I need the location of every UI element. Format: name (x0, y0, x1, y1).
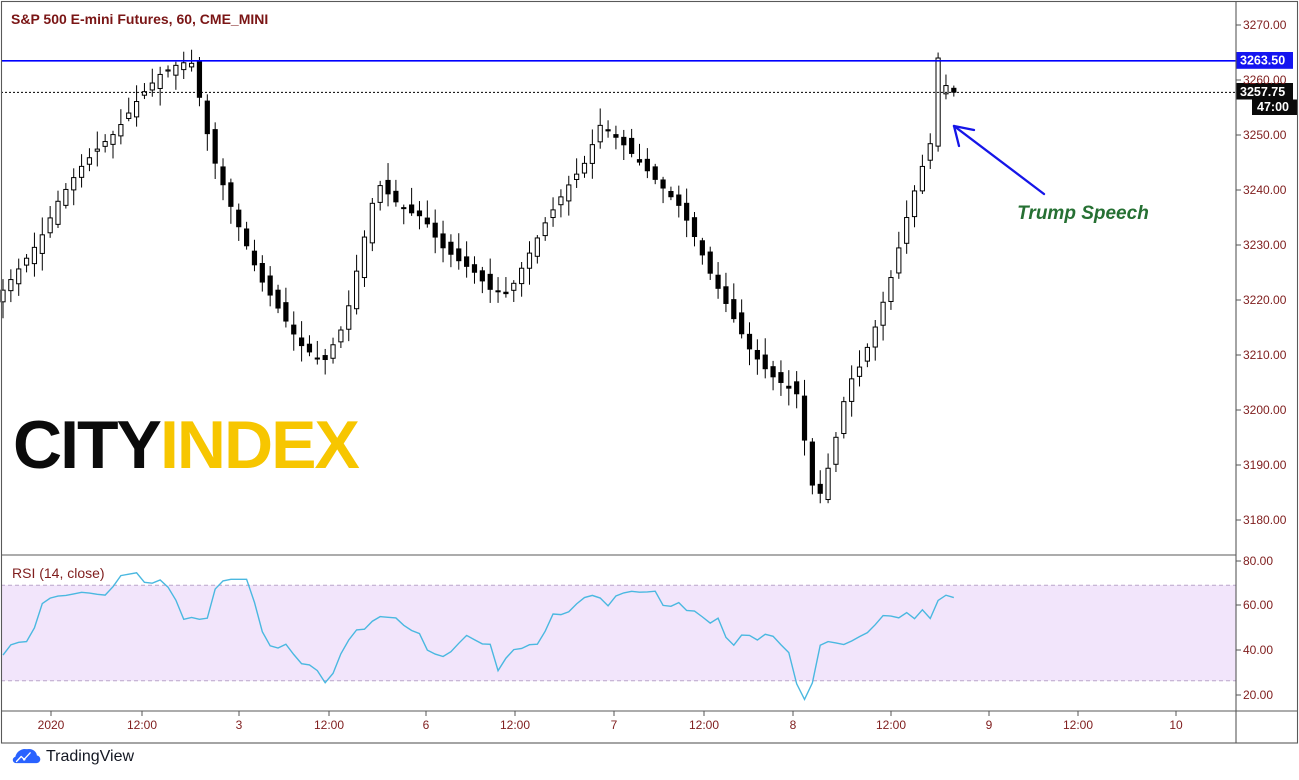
svg-text:20.00: 20.00 (1243, 688, 1273, 702)
svg-text:6: 6 (423, 718, 430, 732)
svg-text:60.00: 60.00 (1243, 598, 1273, 612)
svg-text:12:00: 12:00 (689, 718, 719, 732)
svg-text:S&P 500 E-mini Futures, 60, CM: S&P 500 E-mini Futures, 60, CME_MINI (11, 11, 268, 27)
svg-text:10: 10 (1169, 718, 1183, 732)
svg-text:7: 7 (611, 718, 618, 732)
svg-text:9: 9 (986, 718, 993, 732)
svg-text:CITY: CITY (13, 407, 162, 483)
svg-text:RSI (14, close): RSI (14, close) (12, 565, 105, 581)
svg-text:3180.00: 3180.00 (1243, 513, 1287, 527)
svg-text:TradingView: TradingView (46, 748, 134, 765)
svg-text:12:00: 12:00 (314, 718, 344, 732)
svg-text:12:00: 12:00 (127, 718, 157, 732)
svg-text:47:00: 47:00 (1257, 100, 1289, 114)
svg-text:3263.50: 3263.50 (1240, 53, 1285, 67)
svg-text:3220.00: 3220.00 (1243, 293, 1287, 307)
svg-text:3210.00: 3210.00 (1243, 348, 1287, 362)
svg-text:3270.00: 3270.00 (1243, 18, 1287, 32)
svg-text:12:00: 12:00 (500, 718, 530, 732)
svg-text:80.00: 80.00 (1243, 554, 1273, 568)
svg-text:12:00: 12:00 (876, 718, 906, 732)
svg-text:3250.00: 3250.00 (1243, 128, 1287, 142)
svg-text:Trump Speech: Trump Speech (1017, 203, 1149, 224)
svg-text:3230.00: 3230.00 (1243, 238, 1287, 252)
svg-text:3240.00: 3240.00 (1243, 183, 1287, 197)
svg-text:8: 8 (790, 718, 797, 732)
svg-text:INDEX: INDEX (160, 407, 359, 483)
svg-text:3200.00: 3200.00 (1243, 403, 1287, 417)
svg-text:3260.00: 3260.00 (1243, 73, 1287, 87)
svg-text:2020: 2020 (38, 718, 65, 732)
svg-text:40.00: 40.00 (1243, 643, 1273, 657)
svg-text:3190.00: 3190.00 (1243, 458, 1287, 472)
svg-text:12:00: 12:00 (1063, 718, 1093, 732)
svg-text:3: 3 (236, 718, 243, 732)
